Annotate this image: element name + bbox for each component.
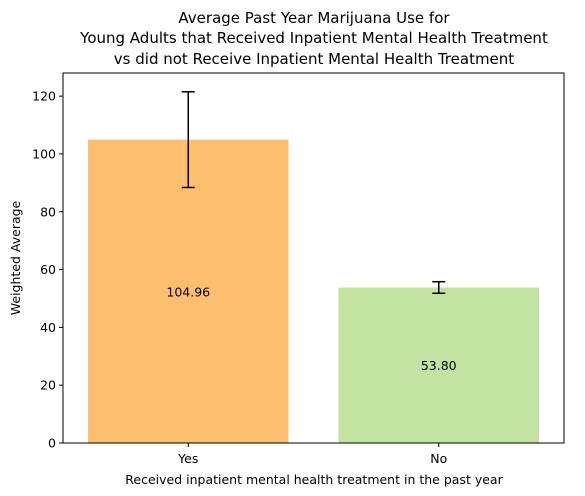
- y-tick-label-40: 40: [40, 320, 56, 335]
- y-tick-label-100: 100: [32, 146, 56, 161]
- x-axis-label: Received inpatient mental health treatme…: [125, 472, 503, 487]
- y-tick-label-120: 120: [32, 89, 56, 104]
- bar-no: [338, 287, 539, 443]
- chart-title-line-1: Average Past Year Marijuana Use for: [178, 9, 450, 27]
- bar-yes: [88, 139, 289, 443]
- data-label-no: 53.80: [421, 358, 457, 373]
- plot-frame: [62, 72, 565, 444]
- y-tick-label-20: 20: [40, 378, 56, 393]
- y-tick-label-0: 0: [48, 436, 56, 451]
- chart-title-line-3: vs did not Receive Inpatient Mental Heal…: [114, 50, 514, 68]
- data-label-yes: 104.96: [166, 284, 210, 299]
- y-tick-label-60: 60: [40, 262, 56, 277]
- x-tick-label-yes: Yes: [177, 451, 198, 466]
- y-tick-label-80: 80: [40, 204, 56, 219]
- chart-title-line-2: Young Adults that Received Inpatient Men…: [79, 29, 548, 47]
- x-tick-label-no: No: [430, 451, 447, 466]
- plot-area: 104.96 Yes 53.80 No 0 20 40 60 80 100 120: [32, 72, 565, 466]
- y-axis-label: Weighted Average: [8, 200, 23, 315]
- chart-title: Average Past Year Marijuana Use for Youn…: [79, 9, 548, 68]
